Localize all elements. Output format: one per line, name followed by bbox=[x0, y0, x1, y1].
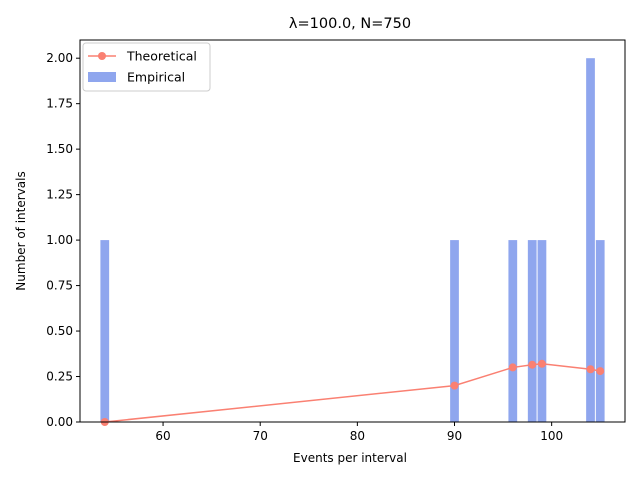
point-theoretical bbox=[528, 360, 537, 369]
legend: Theoretical Empirical bbox=[82, 42, 211, 92]
y-tick-label: 0.00 bbox=[46, 415, 73, 429]
point-theoretical bbox=[450, 381, 459, 390]
bar-empirical bbox=[100, 240, 110, 422]
legend-empirical-swatch bbox=[88, 72, 116, 82]
x-axis: 60 70 80 90 100 bbox=[155, 422, 563, 443]
chart-title: λ=100.0, N=750 bbox=[289, 16, 411, 32]
y-tick-label: 2.00 bbox=[46, 51, 73, 65]
y-axis-label: Number of intervals bbox=[14, 171, 28, 290]
bar-empirical bbox=[508, 240, 518, 422]
y-tick-label: 1.50 bbox=[46, 142, 73, 156]
bar-empirical bbox=[527, 240, 537, 422]
bars-layer bbox=[100, 58, 605, 422]
x-tick-label: 70 bbox=[253, 429, 268, 443]
bar-empirical bbox=[537, 240, 547, 422]
y-tick-label: 1.75 bbox=[46, 97, 73, 111]
y-tick-label: 1.00 bbox=[46, 233, 73, 247]
x-tick-label: 100 bbox=[540, 429, 563, 443]
bar-empirical bbox=[450, 240, 459, 422]
legend-theoretical-label: Theoretical bbox=[126, 49, 197, 64]
y-axis: 0.00 0.25 0.50 0.75 1.00 1.25 1.50 1.75 2.00 bbox=[46, 51, 80, 429]
plot-frame bbox=[79, 39, 626, 423]
bar-empirical bbox=[595, 240, 605, 422]
legend-theoretical-marker bbox=[98, 52, 106, 60]
legend-empirical-label: Empirical bbox=[127, 70, 185, 85]
x-axis-label: Events per interval bbox=[293, 451, 407, 465]
y-tick-label: 0.75 bbox=[46, 279, 73, 293]
point-theoretical bbox=[537, 359, 546, 368]
x-tick-label: 80 bbox=[350, 429, 365, 443]
bar-empirical bbox=[586, 58, 595, 422]
x-tick-label: 60 bbox=[155, 429, 170, 443]
point-theoretical bbox=[508, 363, 517, 372]
point-theoretical bbox=[596, 367, 605, 376]
y-tick-label: 0.25 bbox=[46, 370, 73, 384]
point-theoretical bbox=[586, 365, 595, 374]
x-tick-label: 90 bbox=[447, 429, 462, 443]
y-tick-label: 0.50 bbox=[46, 324, 73, 338]
y-tick-label: 1.25 bbox=[46, 188, 73, 202]
line-layer bbox=[100, 359, 605, 426]
